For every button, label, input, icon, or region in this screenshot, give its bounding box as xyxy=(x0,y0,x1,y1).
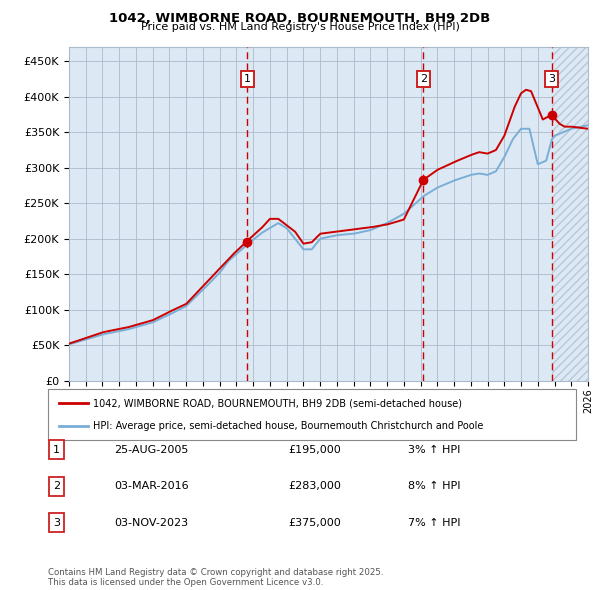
Text: HPI: Average price, semi-detached house, Bournemouth Christchurch and Poole: HPI: Average price, semi-detached house,… xyxy=(93,421,483,431)
Text: Price paid vs. HM Land Registry's House Price Index (HPI): Price paid vs. HM Land Registry's House … xyxy=(140,22,460,32)
Text: £375,000: £375,000 xyxy=(288,518,341,527)
Text: 03-NOV-2023: 03-NOV-2023 xyxy=(114,518,188,527)
FancyBboxPatch shape xyxy=(49,477,64,496)
Text: £195,000: £195,000 xyxy=(288,445,341,454)
Text: 8% ↑ HPI: 8% ↑ HPI xyxy=(408,481,461,491)
FancyBboxPatch shape xyxy=(48,389,576,440)
Text: 3% ↑ HPI: 3% ↑ HPI xyxy=(408,445,460,454)
FancyBboxPatch shape xyxy=(49,440,64,459)
FancyBboxPatch shape xyxy=(49,513,64,532)
Text: 1042, WIMBORNE ROAD, BOURNEMOUTH, BH9 2DB: 1042, WIMBORNE ROAD, BOURNEMOUTH, BH9 2D… xyxy=(109,12,491,25)
Text: 2: 2 xyxy=(53,481,60,491)
Text: 25-AUG-2005: 25-AUG-2005 xyxy=(114,445,188,454)
Text: 1: 1 xyxy=(53,445,60,454)
Text: £283,000: £283,000 xyxy=(288,481,341,491)
Text: 2: 2 xyxy=(420,74,427,84)
Text: Contains HM Land Registry data © Crown copyright and database right 2025.
This d: Contains HM Land Registry data © Crown c… xyxy=(48,568,383,587)
Text: 03-MAR-2016: 03-MAR-2016 xyxy=(114,481,188,491)
Text: 7% ↑ HPI: 7% ↑ HPI xyxy=(408,518,461,527)
Bar xyxy=(552,47,588,381)
Text: 1042, WIMBORNE ROAD, BOURNEMOUTH, BH9 2DB (semi-detached house): 1042, WIMBORNE ROAD, BOURNEMOUTH, BH9 2D… xyxy=(93,398,462,408)
Text: 3: 3 xyxy=(548,74,556,84)
Text: 1: 1 xyxy=(244,74,251,84)
Text: 3: 3 xyxy=(53,518,60,527)
